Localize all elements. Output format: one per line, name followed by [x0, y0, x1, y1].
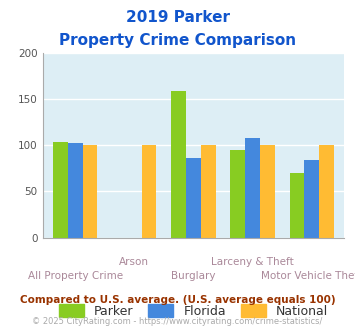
Text: Arson: Arson [119, 257, 149, 267]
Text: All Property Crime: All Property Crime [28, 271, 123, 281]
Bar [304, 160, 319, 238]
Text: 2019 Parker: 2019 Parker [126, 10, 229, 25]
Text: Larceny & Theft: Larceny & Theft [211, 257, 294, 267]
Bar [245, 138, 260, 238]
Bar [290, 173, 305, 238]
Text: Motor Vehicle Theft: Motor Vehicle Theft [261, 271, 355, 281]
Text: © 2025 CityRating.com - https://www.cityrating.com/crime-statistics/: © 2025 CityRating.com - https://www.city… [32, 317, 323, 326]
Text: Burglary: Burglary [171, 271, 216, 281]
Bar [171, 91, 186, 238]
Bar [201, 145, 216, 238]
Legend: Parker, Florida, National: Parker, Florida, National [54, 299, 333, 323]
Bar [260, 145, 275, 238]
Bar [142, 145, 157, 238]
Bar [186, 158, 201, 238]
Bar [230, 150, 245, 238]
Bar [68, 143, 83, 238]
Bar [53, 142, 68, 238]
Bar [82, 145, 97, 238]
Bar [319, 145, 334, 238]
Text: Property Crime Comparison: Property Crime Comparison [59, 33, 296, 48]
Text: Compared to U.S. average. (U.S. average equals 100): Compared to U.S. average. (U.S. average … [20, 295, 335, 305]
